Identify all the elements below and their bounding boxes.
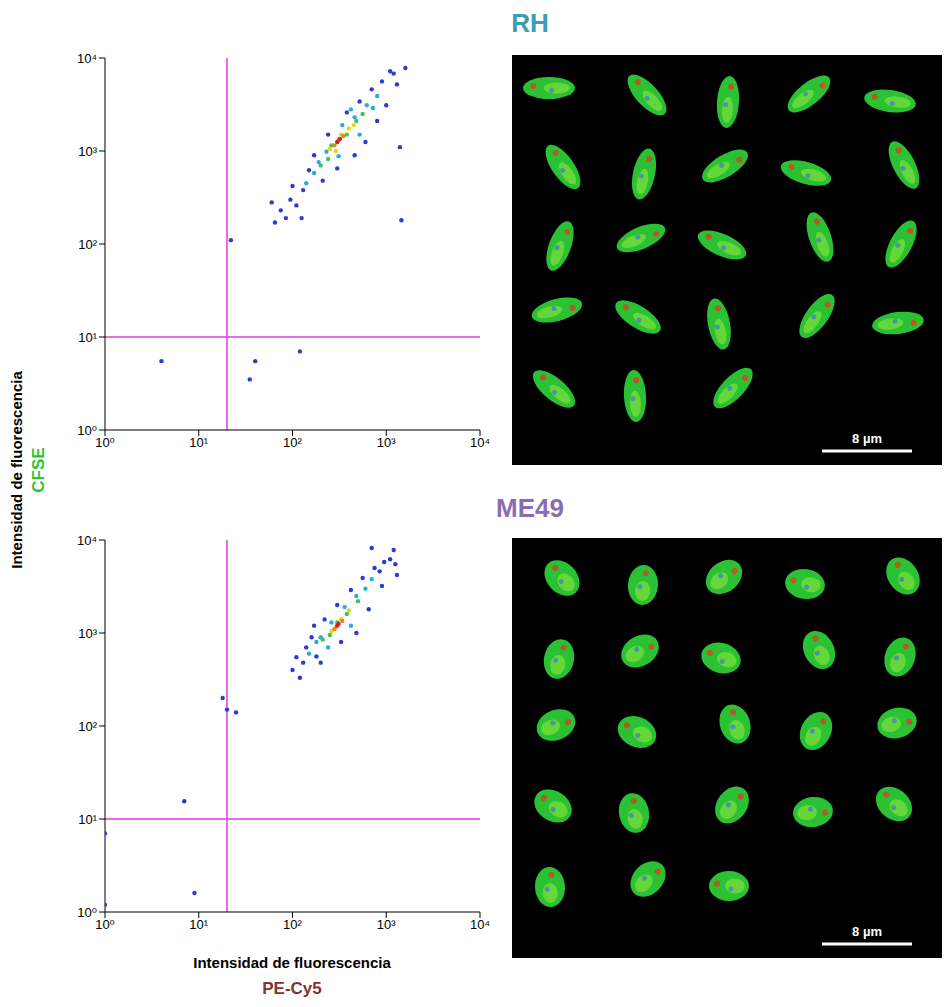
- svg-text:10²: 10²: [283, 435, 302, 450]
- svg-text:10³: 10³: [78, 626, 97, 641]
- svg-text:8 µm: 8 µm: [852, 431, 882, 446]
- svg-text:ME49: ME49: [496, 493, 564, 523]
- svg-text:10¹: 10¹: [189, 435, 208, 450]
- svg-text:10¹: 10¹: [78, 330, 97, 345]
- svg-text:10³: 10³: [78, 144, 97, 159]
- svg-text:10⁴: 10⁴: [470, 435, 490, 450]
- svg-text:RH: RH: [511, 8, 549, 38]
- svg-text:10⁴: 10⁴: [77, 533, 97, 548]
- svg-text:10⁰: 10⁰: [95, 917, 115, 932]
- svg-text:10³: 10³: [377, 917, 396, 932]
- svg-text:10³: 10³: [377, 435, 396, 450]
- svg-text:10¹: 10¹: [189, 917, 208, 932]
- svg-text:10²: 10²: [78, 237, 97, 252]
- svg-text:10⁴: 10⁴: [470, 917, 490, 932]
- svg-text:8 µm: 8 µm: [852, 924, 882, 939]
- svg-text:Intensidad de fluorescencia: Intensidad de fluorescencia: [193, 954, 391, 971]
- svg-text:10⁰: 10⁰: [77, 905, 97, 920]
- svg-text:10¹: 10¹: [78, 812, 97, 827]
- svg-text:10²: 10²: [78, 719, 97, 734]
- svg-text:10²: 10²: [283, 917, 302, 932]
- svg-text:10⁰: 10⁰: [77, 423, 97, 438]
- svg-text:10⁰: 10⁰: [95, 435, 115, 450]
- svg-text:10⁴: 10⁴: [77, 51, 97, 66]
- svg-text:PE-Cy5: PE-Cy5: [262, 979, 322, 998]
- svg-text:CFSE: CFSE: [29, 447, 48, 492]
- svg-text:Intensidad de fluorescencia: Intensidad de fluorescencia: [8, 371, 25, 569]
